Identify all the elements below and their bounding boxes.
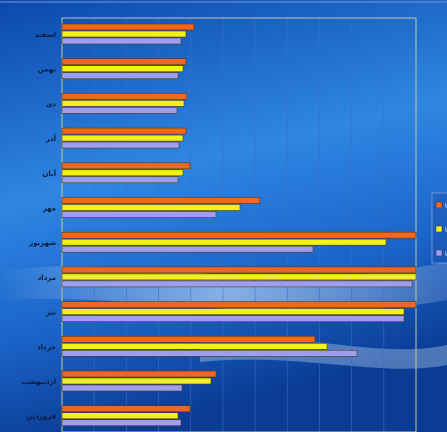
bar: [61, 72, 179, 79]
bar: [61, 349, 358, 357]
legend-label: ۱: [444, 226, 447, 234]
bar: [61, 238, 387, 246]
category-label: اسفند: [35, 31, 56, 39]
legend-label: ۱: [444, 250, 447, 258]
category-label: دی: [46, 100, 56, 108]
bar: [61, 315, 405, 322]
bar: [61, 58, 187, 66]
legend-swatch: [435, 201, 443, 209]
bar: [61, 127, 187, 135]
bar: [61, 211, 217, 218]
bar: [61, 377, 212, 385]
category-label: آذر: [45, 134, 57, 143]
category-label: فروردین: [26, 413, 56, 421]
bar: [61, 197, 261, 204]
bar: [61, 107, 178, 114]
bar: [61, 419, 182, 427]
bar: [61, 384, 183, 392]
bar: [61, 134, 184, 142]
gridlines: [93, 18, 385, 432]
bar: [61, 280, 413, 288]
bar: [61, 370, 217, 378]
bar: [61, 141, 180, 149]
legend-swatch: [435, 225, 443, 233]
category-label: مرداد: [38, 274, 56, 282]
bar: [61, 266, 417, 274]
category-label: شهریور: [28, 239, 56, 247]
category-label: مهر: [42, 205, 56, 213]
category-label: تیر: [45, 309, 56, 317]
bar: [61, 308, 405, 315]
bars: [61, 23, 417, 427]
bar: [61, 245, 314, 253]
bar: [61, 342, 328, 350]
bar: [61, 273, 417, 281]
bar: [61, 23, 195, 31]
bar: [61, 204, 241, 211]
bar: [61, 65, 184, 72]
category-label: اردیبهشت: [21, 378, 56, 386]
bar: [61, 93, 188, 100]
bar: [61, 100, 185, 107]
bar: [61, 335, 316, 343]
bar: [61, 301, 417, 308]
plot-frame: [61, 17, 417, 432]
bar: [61, 30, 187, 38]
bar: [61, 231, 417, 239]
legend-swatch: [435, 249, 443, 257]
legend-label: ۱: [444, 202, 447, 210]
category-labels: اسفند بهمن دی آذر آبان مهر شهریور مرداد تیر خرداد…: [21, 31, 56, 421]
category-label: آبان: [42, 169, 56, 178]
bar: [61, 405, 191, 413]
bar: [61, 412, 179, 420]
bar: [61, 162, 191, 170]
category-label: بهمن: [38, 66, 57, 74]
category-label: خرداد: [37, 343, 56, 351]
bar: [61, 37, 182, 45]
bar: [61, 169, 184, 177]
bar: [61, 176, 179, 184]
legend: ۱ ۱ ۱: [431, 192, 447, 264]
